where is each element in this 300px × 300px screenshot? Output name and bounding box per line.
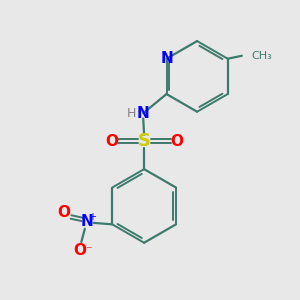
Text: O: O: [57, 205, 70, 220]
Text: S: S: [138, 132, 151, 150]
Text: N: N: [137, 106, 150, 121]
Text: CH₃: CH₃: [251, 51, 272, 61]
Text: +: +: [88, 212, 97, 222]
Text: N: N: [160, 51, 173, 66]
Text: O: O: [73, 243, 86, 258]
Text: H: H: [127, 107, 136, 120]
Text: ⁻: ⁻: [85, 244, 92, 257]
Text: N: N: [81, 214, 94, 229]
Text: O: O: [170, 134, 183, 149]
Text: O: O: [105, 134, 118, 149]
